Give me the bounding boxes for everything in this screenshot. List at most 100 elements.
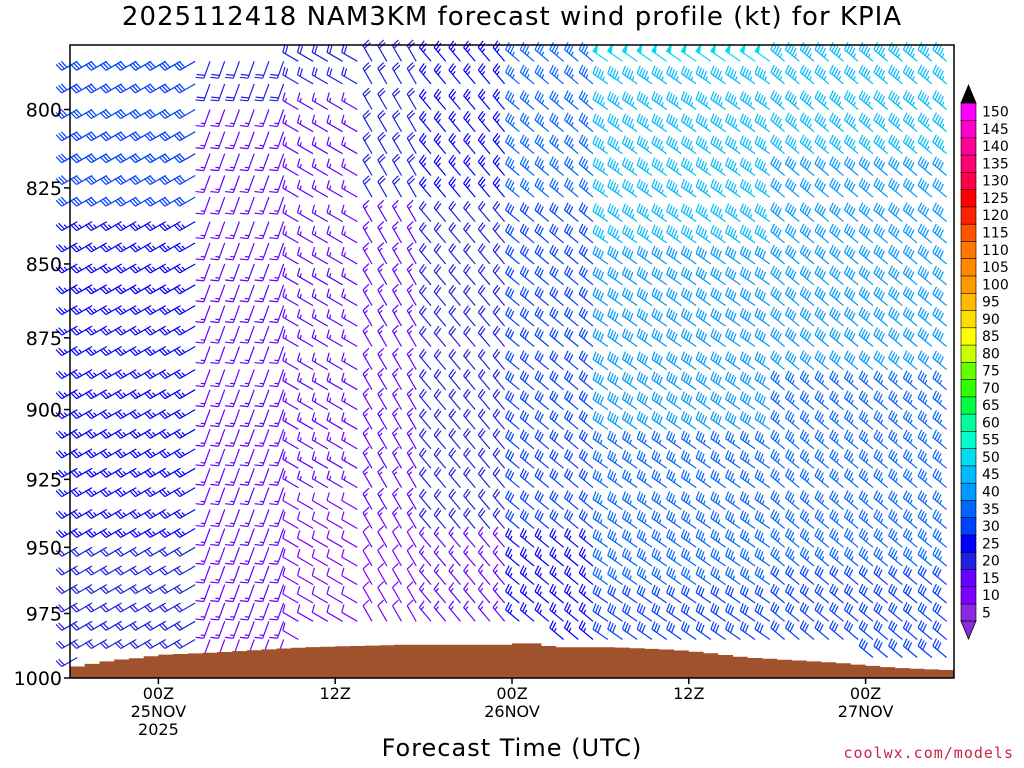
legend-swatch	[960, 275, 977, 294]
wind-barb	[784, 90, 800, 110]
wind-barb	[391, 347, 403, 370]
wind-barb	[592, 371, 609, 391]
wind-barb	[377, 487, 388, 510]
wind-barb	[829, 202, 844, 223]
wind-barb	[695, 44, 712, 62]
wind-barb	[418, 284, 432, 306]
wind-barb	[433, 200, 447, 222]
legend-swatch	[960, 309, 977, 329]
x-tick-label: 27NOV	[838, 702, 894, 721]
wind-barb	[917, 546, 933, 567]
wind-barb	[492, 40, 506, 62]
wind-barb	[129, 620, 152, 631]
wind-barb	[858, 638, 874, 658]
wind-barb	[549, 112, 564, 133]
wind-barb	[99, 345, 122, 357]
wind-barb	[477, 488, 491, 510]
wind-barb	[505, 370, 520, 391]
wind-barb	[85, 565, 108, 576]
wind-barb	[695, 450, 712, 469]
wind-barb	[829, 410, 844, 430]
wind-barb	[492, 264, 506, 286]
wind-barb	[680, 469, 697, 489]
wind-barb	[85, 325, 108, 336]
wind-barb	[269, 389, 285, 408]
wind-barb	[725, 245, 741, 265]
wind-barb	[754, 411, 771, 430]
wind-barb	[843, 565, 859, 586]
wind-barb	[888, 509, 903, 529]
wind-barb	[695, 351, 712, 371]
wind-barb	[666, 566, 682, 586]
wind-barb	[621, 450, 638, 469]
wind-barb	[326, 412, 343, 430]
wind-barb	[114, 565, 137, 576]
wind-barb	[858, 546, 874, 567]
wind-barb	[326, 431, 343, 450]
wind-barb	[843, 410, 859, 430]
wind-barb	[282, 66, 299, 85]
wind-barb	[158, 584, 181, 595]
wind-barb	[784, 390, 800, 411]
wind-barb	[210, 284, 226, 303]
wind-barb	[549, 565, 564, 586]
wind-barb	[391, 324, 403, 347]
wind-barb	[492, 243, 506, 265]
wind-barb	[70, 409, 93, 420]
ground-surface	[70, 643, 954, 678]
source-credit[interactable]: coolwx.com/models	[843, 744, 1014, 762]
wind-barb	[843, 468, 859, 489]
wind-barb	[607, 135, 623, 155]
wind-barb	[144, 325, 167, 336]
wind-barb	[269, 305, 285, 324]
wind-barb	[477, 110, 491, 133]
wind-barb	[680, 328, 697, 347]
wind-barb	[814, 306, 830, 327]
wind-barb	[406, 62, 417, 85]
wind-barb	[114, 467, 137, 478]
wind-barb	[341, 158, 358, 177]
wind-barb	[578, 112, 594, 133]
wind-barb	[505, 350, 520, 371]
wind-barb	[448, 284, 461, 306]
wind-barb	[917, 490, 933, 510]
wind-barb	[114, 284, 137, 295]
wind-barb	[114, 325, 137, 336]
wind-barb	[70, 284, 93, 295]
wind-barb	[607, 65, 623, 85]
wind-barb	[85, 284, 108, 295]
wind-barb	[210, 305, 226, 324]
wind-barb	[814, 112, 830, 133]
wind-barb	[477, 428, 491, 450]
legend-swatch	[960, 551, 977, 570]
wind-barb	[492, 325, 506, 347]
wind-barb	[843, 42, 859, 62]
wind-barb	[254, 153, 270, 172]
wind-barb	[158, 638, 181, 650]
wind-barb	[636, 287, 653, 307]
wind-barb	[725, 351, 741, 371]
wind-barb	[519, 449, 535, 469]
wind-barb	[770, 350, 785, 371]
wind-barb	[158, 369, 181, 380]
wind-barb	[666, 224, 682, 244]
wind-barb	[239, 429, 255, 447]
wind-barb	[144, 638, 167, 650]
wind-barb	[651, 224, 668, 244]
wind-barb	[391, 465, 403, 488]
wind-barb	[85, 546, 108, 557]
wind-barb	[505, 528, 520, 548]
wind-barb	[326, 309, 343, 327]
wind-barb	[341, 329, 358, 348]
wind-barb	[341, 180, 358, 198]
wind-barb	[282, 372, 299, 391]
wind-barb	[239, 602, 255, 621]
wind-barb	[636, 430, 653, 450]
wind-barb	[902, 429, 918, 450]
wind-barb	[902, 134, 918, 155]
wind-barb	[888, 390, 903, 411]
wind-barb	[254, 175, 270, 194]
wind-barb	[377, 175, 388, 198]
wind-barb	[784, 565, 800, 586]
wind-barb	[829, 223, 844, 244]
